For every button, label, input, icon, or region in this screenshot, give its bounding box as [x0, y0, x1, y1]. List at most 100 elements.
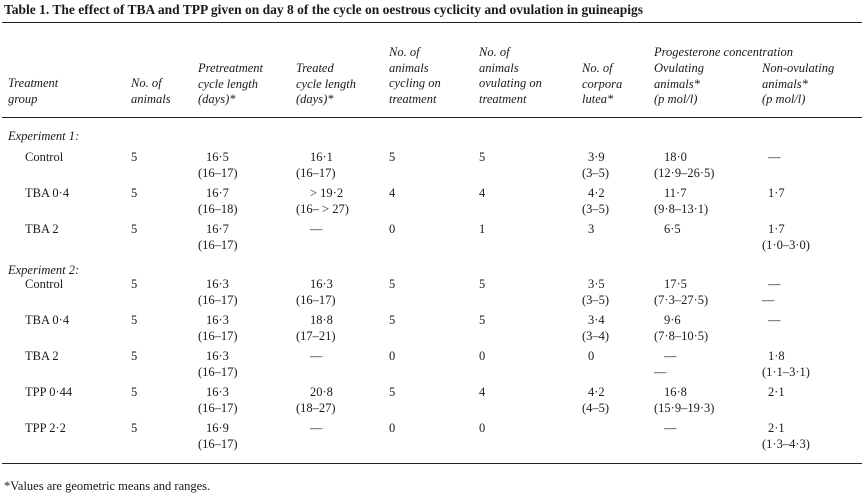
header-pre: cycle length — [198, 76, 259, 91]
header-group: group — [8, 91, 38, 106]
cell-treated: 16·3 — [310, 277, 333, 291]
cell-group: TBA 2 — [25, 222, 59, 236]
cell-nonovul: (1·3–4·3) — [762, 436, 810, 451]
footnote: *Values are geometric means and ranges. — [4, 479, 211, 493]
cell-animals: 5 — [131, 385, 138, 399]
cell-cycling: 0 — [389, 222, 396, 236]
cell-treated: 20·8 — [310, 385, 333, 399]
header-treated: cycle length — [296, 76, 357, 91]
cell-nonovul: — — [768, 313, 781, 327]
header-animals: No. of — [131, 76, 162, 90]
cell-nonovul: 1·7 — [768, 186, 785, 200]
cell-nonovul: 2·1 — [768, 421, 785, 435]
cell-nonovul: 1·8 — [768, 349, 785, 363]
cell-nonovul: (1·1–3·1) — [762, 364, 810, 379]
cell-ovulating: 4 — [479, 385, 486, 399]
cell-pre: (16–17) — [198, 364, 238, 379]
cell-nonovul: 2·1 — [768, 385, 785, 399]
header-corpora: No. of — [582, 61, 613, 75]
cell-cycling: 0 — [389, 349, 396, 363]
cell-group: TPP 2·2 — [25, 421, 66, 435]
cell-ovulating: 0 — [479, 421, 486, 435]
cell-nonovul: — — [768, 277, 781, 291]
cell-treated: — — [310, 349, 323, 363]
cell-nonovul: — — [768, 150, 781, 164]
cell-pre: 16·7 — [206, 222, 229, 236]
cell-animals: 5 — [131, 421, 138, 435]
cell-ovul: 16·8 — [664, 385, 687, 399]
cell-ovul: 6·5 — [664, 222, 681, 236]
cell-ovul: (15·9–19·3) — [654, 400, 715, 415]
cell-treated: > 19·2 — [310, 186, 344, 200]
cell-ovul: (9·8–13·1) — [654, 201, 709, 216]
cell-corpora: (3–5) — [582, 165, 610, 180]
header-ovul-animals: (p mol/l) — [654, 92, 698, 106]
cell-treated: (16– > 27) — [296, 201, 349, 216]
header-corpora: lutea* — [582, 92, 614, 106]
table-title: Table 1. The effect of TBA and TPP given… — [4, 2, 644, 17]
cell-animals: 5 — [131, 277, 138, 291]
cell-corpora: 4·2 — [588, 385, 605, 399]
cell-corpora: (4–5) — [582, 400, 610, 415]
cell-group: TBA 0·4 — [25, 313, 70, 327]
cell-cycling: 5 — [389, 150, 396, 164]
bottom-rule — [2, 463, 862, 464]
cell-corpora: (3–5) — [582, 201, 610, 216]
header-ovulating: treatment — [479, 91, 527, 106]
top-rule — [2, 22, 862, 23]
cell-cycling: 0 — [389, 421, 396, 435]
cell-ovul: — — [654, 364, 667, 379]
header-pre: Pretreatment — [198, 61, 264, 75]
cell-corpora: 3·5 — [588, 277, 605, 291]
header-nonovul-animals: Non-ovulating — [762, 61, 835, 75]
header-nonovul-animals: animals* — [762, 76, 808, 91]
header-treated: (days)* — [296, 92, 334, 106]
cell-ovul: 18·0 — [664, 150, 687, 164]
header-cycling: animals — [389, 60, 429, 75]
cell-pre: (16–17) — [198, 328, 238, 343]
cell-ovulating: 5 — [479, 150, 486, 164]
cell-group: Control — [25, 150, 64, 164]
cell-treated: (16–17) — [296, 165, 336, 180]
cell-group: TBA 2 — [25, 349, 59, 363]
cell-group: Control — [25, 277, 64, 291]
cell-treated: (17–21) — [296, 328, 336, 343]
cell-pre: 16·3 — [206, 385, 229, 399]
cell-ovul: — — [664, 421, 677, 435]
cell-treated: (16–17) — [296, 292, 336, 307]
cell-ovul: 17·5 — [664, 277, 687, 291]
cell-corpora: 4·2 — [588, 186, 605, 200]
cell-pre: 16·9 — [206, 421, 229, 435]
header-cycling: cycling on — [389, 76, 441, 90]
cell-pre: (16–17) — [198, 165, 238, 180]
header-ovulating: ovulating on — [479, 76, 542, 90]
cell-ovul: (7·3–27·5) — [654, 292, 709, 307]
header-cycling: treatment — [389, 91, 437, 106]
cell-animals: 5 — [131, 186, 138, 200]
cell-pre: (16–17) — [198, 400, 238, 415]
cell-ovul: — — [664, 349, 677, 363]
header-cycling: No. of — [389, 45, 420, 59]
cell-pre: 16·3 — [206, 349, 229, 363]
cell-ovulating: 1 — [479, 222, 486, 236]
header-progesterone: Progesterone concentration — [654, 45, 793, 59]
cell-corpora: 3 — [588, 222, 595, 236]
header-nonovul-animals: (p mol/l) — [762, 92, 806, 106]
header-animals: animals — [131, 91, 171, 106]
header-ovul-animals: Ovulating — [654, 61, 704, 75]
cell-ovul: 11·7 — [664, 186, 687, 200]
cell-ovulating: 5 — [479, 313, 486, 327]
cell-cycling: 5 — [389, 277, 396, 291]
header-treated: Treated — [296, 61, 334, 75]
header-rule — [2, 117, 862, 118]
cell-cycling: 5 — [389, 313, 396, 327]
cell-ovulating: 4 — [479, 186, 486, 200]
cell-animals: 5 — [131, 150, 138, 164]
cell-cycling: 5 — [389, 385, 396, 399]
cell-animals: 5 — [131, 349, 138, 363]
header-corpora: corpora — [582, 76, 623, 91]
cell-treated: (18–27) — [296, 400, 336, 415]
cell-group: TBA 0·4 — [25, 186, 70, 200]
header-ovulating: No. of — [479, 45, 510, 59]
cell-treated: — — [310, 222, 323, 236]
